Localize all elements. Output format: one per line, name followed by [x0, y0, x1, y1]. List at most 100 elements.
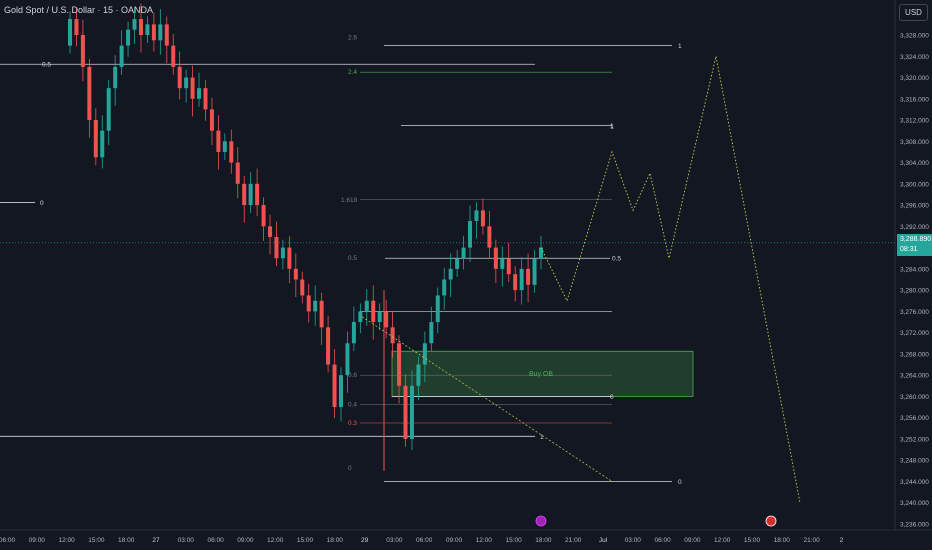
y-tick-label: 3,268.000: [900, 351, 929, 358]
candle-body[interactable]: [442, 279, 447, 296]
candle-body[interactable]: [235, 162, 240, 184]
candle-body[interactable]: [519, 268, 524, 291]
candle-body[interactable]: [113, 66, 118, 89]
candle-body[interactable]: [209, 109, 214, 131]
buy-ob-zone[interactable]: [391, 350, 694, 397]
level-label: 0.5: [42, 62, 51, 69]
candle-body[interactable]: [390, 327, 395, 344]
candle-body[interactable]: [487, 226, 492, 248]
candle-body[interactable]: [222, 141, 227, 152]
candle-body[interactable]: [119, 45, 124, 67]
x-tick-label: 03:00: [625, 537, 642, 544]
candle-body[interactable]: [68, 19, 72, 46]
candle-body[interactable]: [474, 210, 479, 222]
candle-body[interactable]: [80, 35, 85, 67]
candle-body[interactable]: [319, 300, 324, 328]
candle-body[interactable]: [184, 77, 189, 89]
candle-body[interactable]: [403, 385, 408, 439]
candle-body[interactable]: [197, 88, 202, 99]
candle-body[interactable]: [409, 385, 414, 439]
candle-body[interactable]: [422, 343, 427, 365]
candle-body[interactable]: [287, 247, 292, 269]
candle-body[interactable]: [261, 205, 266, 227]
candle-body[interactable]: [268, 226, 273, 237]
x-tick-label: 09:00: [446, 537, 463, 544]
candle-body[interactable]: [429, 322, 434, 344]
level-label: 0: [610, 394, 614, 401]
candle-body[interactable]: [93, 120, 98, 158]
candle-body[interactable]: [338, 375, 343, 408]
y-tick-label: 3,308.000: [900, 139, 929, 146]
candle-body[interactable]: [371, 300, 376, 323]
us-flag-icon[interactable]: [765, 515, 777, 527]
x-tick-label: 03:00: [386, 537, 403, 544]
candle-body[interactable]: [358, 311, 363, 323]
candle-body[interactable]: [500, 258, 505, 269]
x-tick-label: 12:00: [58, 537, 75, 544]
candle-body[interactable]: [190, 77, 195, 99]
candle-body[interactable]: [248, 183, 253, 206]
candle-body[interactable]: [242, 183, 247, 206]
x-tick-label: 12:00: [714, 537, 731, 544]
candle-body[interactable]: [332, 364, 337, 408]
candle-body[interactable]: [313, 300, 318, 312]
candle-body[interactable]: [177, 66, 182, 89]
candle-body[interactable]: [138, 19, 143, 35]
candle-body[interactable]: [280, 247, 285, 259]
candle-body[interactable]: [468, 221, 473, 248]
candle-body[interactable]: [145, 24, 150, 35]
candle-body[interactable]: [255, 183, 260, 206]
currency-button[interactable]: USD: [899, 4, 928, 21]
candle-body[interactable]: [216, 130, 221, 152]
trendline-dashed[interactable]: [361, 316, 613, 482]
candle-body[interactable]: [293, 268, 298, 280]
candle-body[interactable]: [539, 247, 543, 259]
candle-body[interactable]: [345, 343, 350, 376]
candle-body[interactable]: [377, 311, 382, 323]
price-axis[interactable]: [895, 0, 932, 530]
candle-body[interactable]: [151, 24, 156, 41]
candle-body[interactable]: [106, 88, 111, 131]
x-tick-label: 2: [840, 537, 844, 544]
candle-body[interactable]: [229, 141, 234, 163]
x-tick-label: 06:00: [0, 537, 16, 544]
lightning-icon[interactable]: [535, 515, 547, 527]
candle-body[interactable]: [74, 19, 79, 35]
candle-body[interactable]: [126, 29, 131, 46]
y-tick-label: 3,328.000: [900, 33, 929, 40]
y-tick-label: 3,272.000: [900, 330, 929, 337]
candle-body[interactable]: [326, 327, 331, 365]
candle-body[interactable]: [364, 300, 369, 312]
candle-body[interactable]: [171, 45, 176, 67]
candle-body[interactable]: [306, 295, 311, 312]
candle-body[interactable]: [300, 279, 305, 296]
candle-body[interactable]: [274, 236, 279, 259]
candle-body[interactable]: [506, 258, 511, 275]
candle-body[interactable]: [158, 24, 163, 41]
candle-body[interactable]: [203, 88, 208, 110]
candle-body[interactable]: [448, 268, 453, 280]
candle-body[interactable]: [100, 130, 105, 158]
candle-body[interactable]: [435, 295, 440, 323]
candle-body[interactable]: [132, 19, 137, 30]
candle-body[interactable]: [480, 210, 485, 227]
candle-body[interactable]: [351, 322, 356, 344]
candle-body[interactable]: [461, 247, 466, 259]
y-tick-label: 3,300.000: [900, 181, 929, 188]
candle-body[interactable]: [164, 24, 169, 46]
fib-label: 2.4: [348, 69, 357, 76]
candle-body[interactable]: [493, 247, 498, 269]
fib-label: 0.4: [348, 401, 357, 408]
candle-body[interactable]: [526, 268, 531, 285]
candle-body[interactable]: [532, 258, 537, 285]
candle-body[interactable]: [416, 364, 421, 386]
candle-body[interactable]: [397, 343, 402, 386]
y-tick-label: 3,276.000: [900, 309, 929, 316]
candle-body[interactable]: [384, 311, 389, 328]
candle-body[interactable]: [87, 66, 92, 121]
candle-body[interactable]: [513, 274, 518, 291]
projection-path[interactable]: [540, 56, 801, 503]
candle-body[interactable]: [455, 258, 460, 269]
